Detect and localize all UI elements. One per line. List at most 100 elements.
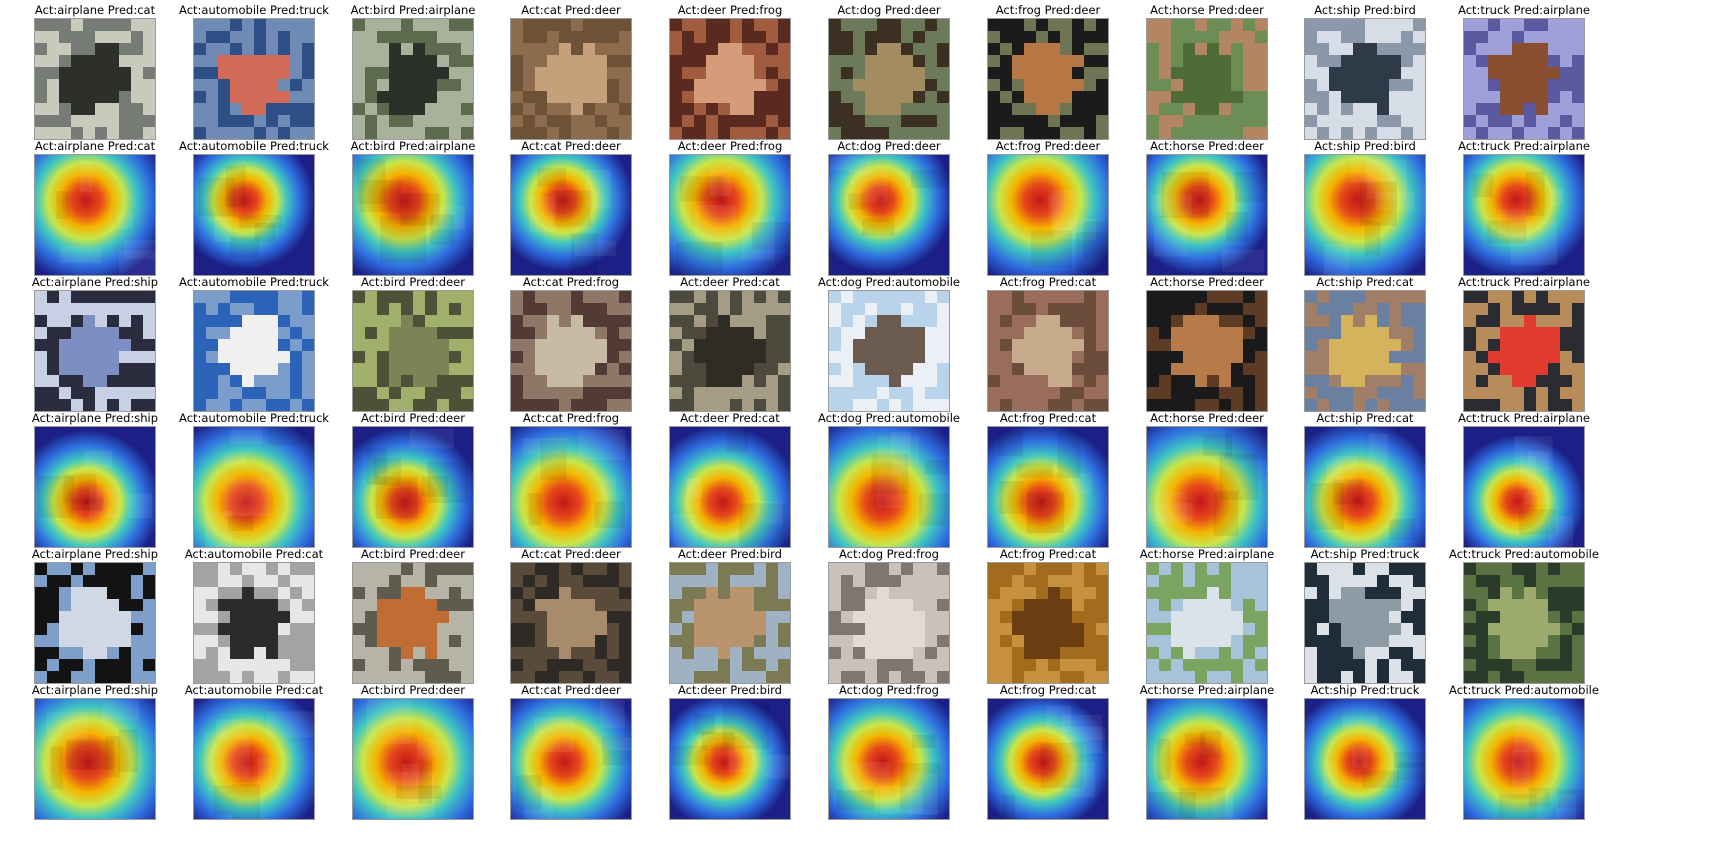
image-pixel xyxy=(682,575,695,588)
image-pixel xyxy=(1500,315,1513,328)
image-pixel xyxy=(1060,671,1073,683)
image-pixel xyxy=(302,635,314,648)
image-pixel xyxy=(1084,363,1097,376)
image-pixel xyxy=(1401,647,1414,660)
image-pixel xyxy=(365,103,378,116)
image-pixel xyxy=(1000,671,1013,683)
image-pixel xyxy=(1365,79,1378,92)
image-pixel xyxy=(1548,79,1561,92)
image-pixel xyxy=(706,103,719,116)
image-pixel xyxy=(1317,315,1330,328)
image-pixel xyxy=(401,127,414,139)
image-pixel xyxy=(119,115,132,128)
image-pixel xyxy=(131,19,144,32)
image-pixel xyxy=(1305,339,1318,352)
image-pixel xyxy=(1231,303,1244,316)
image-pixel xyxy=(389,659,402,672)
image-pixel xyxy=(377,327,390,340)
image-pixel xyxy=(607,31,620,44)
image-pixel xyxy=(730,67,743,80)
image-pixel xyxy=(1572,115,1584,128)
image-pixel xyxy=(1072,327,1085,340)
image-pixel xyxy=(59,623,72,636)
image-pixel xyxy=(1512,611,1525,624)
image-pixel xyxy=(143,375,155,388)
image-pixel xyxy=(1048,67,1061,80)
image-overlay-patch xyxy=(1001,794,1016,819)
image-overlay-patch xyxy=(722,701,770,749)
image-pixel xyxy=(1548,55,1561,68)
image-pixel xyxy=(523,339,536,352)
image-pixel xyxy=(778,659,790,672)
image-pixel xyxy=(425,315,438,328)
image-pixel xyxy=(218,103,231,116)
image-pixel xyxy=(230,671,243,683)
image-pixel xyxy=(559,91,572,104)
image-pixel xyxy=(742,587,755,600)
image-pixel xyxy=(1036,351,1049,364)
image-pixel xyxy=(1536,575,1549,588)
gradcam-heatmap xyxy=(1146,698,1268,820)
image-pixel xyxy=(718,647,731,660)
gradcam-heatmap xyxy=(34,154,156,276)
image-pixel xyxy=(988,659,1001,672)
image-pixel xyxy=(889,587,902,600)
image-pixel xyxy=(206,599,219,612)
image-pixel xyxy=(206,115,219,128)
image-pixel xyxy=(877,659,890,672)
image-pixel xyxy=(278,303,291,316)
image-pixel xyxy=(925,647,938,660)
image-pixel xyxy=(853,611,866,624)
image-pixel xyxy=(1243,79,1256,92)
image-overlay-patch xyxy=(524,787,553,819)
image-pixel xyxy=(290,587,303,600)
image-pixel xyxy=(1048,31,1061,44)
image-pixel xyxy=(461,91,473,104)
image-pixel xyxy=(1036,315,1049,328)
panel-caption: Act:deer Pred:bird xyxy=(678,683,782,697)
image-pixel xyxy=(401,67,414,80)
image-pixel xyxy=(730,351,743,364)
image-pixel xyxy=(841,623,854,636)
image-pixel xyxy=(1389,363,1402,376)
image-pixel xyxy=(59,79,72,92)
image-pixel xyxy=(1500,79,1513,92)
image-pixel xyxy=(401,575,414,588)
image-pixel xyxy=(230,55,243,68)
image-pixel xyxy=(766,563,779,576)
image-pixel xyxy=(1365,351,1378,364)
image-pixel xyxy=(535,363,548,376)
image-pixel xyxy=(694,291,707,304)
image-pixel xyxy=(829,587,842,600)
image-pixel xyxy=(1317,635,1330,648)
image-pixel xyxy=(266,659,279,672)
image-pixel xyxy=(206,91,219,104)
image-pixel xyxy=(1317,623,1330,636)
image-pixel xyxy=(425,635,438,648)
image-pixel xyxy=(302,327,314,340)
cifar-thumbnail xyxy=(987,562,1109,684)
image-pixel xyxy=(1305,103,1318,116)
image-pixel xyxy=(913,91,926,104)
image-pixel xyxy=(1159,91,1172,104)
image-overlay-patch xyxy=(228,515,254,532)
image-pixel xyxy=(511,659,524,672)
image-pixel xyxy=(71,43,84,56)
image-pixel xyxy=(829,115,842,128)
image-pixel xyxy=(266,127,279,139)
image-pixel xyxy=(1243,67,1256,80)
image-pixel xyxy=(913,575,926,588)
image-overlay-patch xyxy=(1153,221,1188,257)
image-pixel xyxy=(95,587,108,600)
image-pixel xyxy=(682,103,695,116)
image-pixel xyxy=(547,103,560,116)
image-pixel xyxy=(266,19,279,32)
image-pixel xyxy=(829,43,842,56)
image-pixel xyxy=(194,31,207,44)
image-pixel xyxy=(1171,351,1184,364)
gradcam-heatmap-graphic xyxy=(1464,155,1584,275)
image-pixel xyxy=(511,327,524,340)
image-pixel xyxy=(583,375,596,388)
image-pixel xyxy=(1231,31,1244,44)
image-pixel xyxy=(242,623,255,636)
